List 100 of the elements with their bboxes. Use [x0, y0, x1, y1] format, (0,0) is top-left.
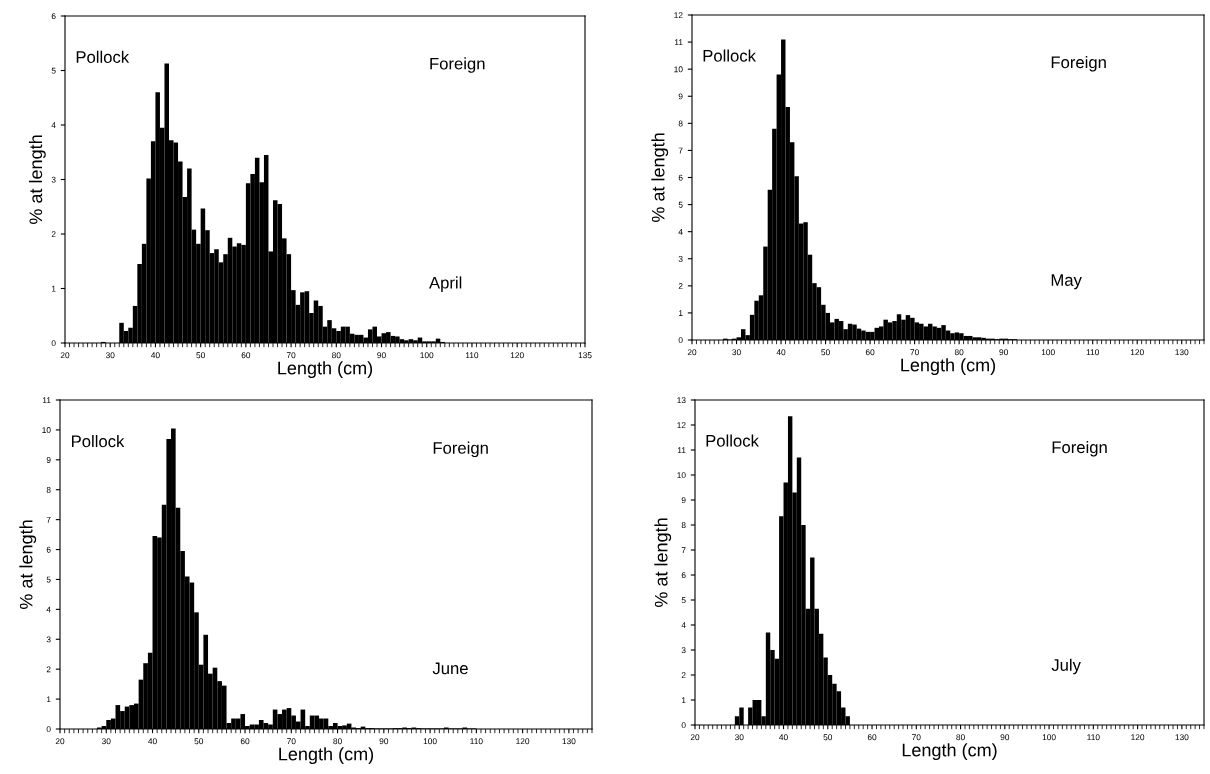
x-tick-label: 110 [465, 352, 479, 359]
y-tick-label: 1 [678, 310, 683, 316]
x-tick-label: 100 [1041, 349, 1055, 356]
y-tick-label: 7 [678, 147, 683, 154]
x-tick-label: 20 [687, 349, 697, 356]
annotation: Pollock [72, 435, 125, 448]
y-tick-label: 1 [51, 285, 56, 292]
annotation: June [432, 662, 468, 675]
x-tick-label: 70 [287, 738, 296, 745]
y-tick-label: 3 [678, 255, 683, 262]
x-tick-label: 130 [1175, 349, 1189, 356]
y-tick-label: 10 [42, 427, 51, 434]
y-tick-label: 4 [46, 606, 51, 613]
y-axis-title: % at length [654, 518, 672, 608]
x-tick-label: 80 [332, 352, 341, 359]
y-tick-label: 4 [681, 622, 686, 629]
y-tick-label: 9 [678, 93, 683, 100]
y-tick-label: 2 [681, 672, 686, 679]
x-tick-label: 130 [1175, 734, 1189, 741]
x-tick-label: 70 [910, 349, 919, 356]
x-tick-label: 60 [240, 738, 250, 745]
x-tick-label: 30 [101, 738, 111, 745]
x-tick-label: 90 [379, 738, 389, 745]
y-axis-title: % at length [19, 520, 37, 610]
x-tick-label: 50 [823, 734, 833, 741]
x-tick-label: 120 [510, 352, 524, 359]
x-tick-label: 90 [999, 349, 1008, 356]
annotation: Foreign [433, 441, 488, 458]
x-tick-label: 30 [734, 734, 744, 741]
x-tick-label: 110 [1087, 734, 1100, 741]
x-tick-label: 80 [954, 349, 964, 356]
x-tick-label: 120 [1130, 349, 1144, 356]
annotation: Pollock [703, 49, 756, 62]
x-tick-label: 120 [516, 738, 530, 745]
x-axis-title: Length (cm) [278, 361, 373, 379]
x-tick-label: 70 [912, 734, 921, 741]
y-tick-label: 13 [677, 397, 686, 404]
x-tick-label: 30 [105, 352, 115, 359]
x-tick-label: 70 [286, 352, 296, 359]
y-tick-label: 11 [674, 39, 683, 46]
x-tick-label: 30 [732, 349, 741, 356]
y-tick-label: 2 [46, 666, 51, 673]
x-tick-label: 40 [148, 738, 157, 745]
annotation: May [1051, 274, 1082, 290]
x-tick-label: 80 [333, 738, 342, 745]
y-tick-label: 5 [678, 201, 683, 208]
y-axis-title: % at length [28, 135, 46, 225]
x-tick-label: 60 [865, 349, 875, 356]
annotation: April [429, 276, 462, 292]
y-tick-label: 3 [681, 647, 686, 654]
x-tick-label: 130 [562, 738, 576, 745]
y-tick-label: 6 [46, 546, 51, 553]
x-tick-label: 20 [60, 352, 70, 359]
y-tick-label: 2 [678, 283, 683, 289]
annotation: Foreign [430, 57, 485, 73]
x-tick-label: 120 [1131, 734, 1145, 741]
y-tick-label: 3 [46, 636, 51, 643]
x-tick-label: 100 [1042, 734, 1056, 741]
x-axis-title: Length (cm) [902, 743, 997, 761]
x-tick-label: 50 [821, 349, 830, 356]
y-tick-label: 11 [42, 397, 51, 404]
y-tick-label: 7 [46, 516, 51, 523]
x-tick-label: 20 [55, 738, 65, 745]
y-tick-label: 9 [681, 497, 686, 504]
x-tick-label: 40 [776, 349, 786, 356]
x-tick-label: 100 [420, 352, 434, 359]
y-tick-label: 5 [51, 67, 56, 74]
y-tick-label: 3 [51, 176, 56, 183]
y-tick-label: 0 [51, 340, 56, 347]
y-tick-label: 12 [674, 12, 683, 19]
y-tick-label: 5 [46, 576, 51, 583]
y-tick-label: 8 [678, 120, 683, 127]
y-tick-label: 1 [46, 696, 51, 703]
annotation: Foreign [1051, 55, 1106, 72]
x-tick-label: 100 [423, 738, 437, 745]
y-tick-label: 0 [681, 722, 686, 729]
x-tick-label: 110 [470, 738, 483, 745]
annotation: July [1051, 658, 1081, 675]
x-tick-label: 135 [578, 352, 592, 359]
x-tick-label: 60 [241, 352, 251, 359]
annotation: Pollock [76, 50, 130, 63]
y-tick-label: 4 [51, 122, 56, 129]
x-tick-label: 90 [377, 352, 386, 359]
y-axis-title: % at length [651, 133, 669, 223]
annotation: Foreign [1052, 440, 1107, 457]
y-tick-label: 12 [677, 422, 686, 429]
x-axis-title: Length (cm) [901, 358, 996, 376]
x-tick-label: 50 [194, 738, 204, 745]
y-tick-label: 6 [678, 174, 683, 181]
x-tick-label: 40 [150, 352, 160, 359]
y-tick-label: 11 [677, 447, 686, 454]
x-tick-label: 20 [690, 734, 700, 741]
x-tick-label: 50 [196, 352, 205, 359]
y-tick-label: 2 [51, 231, 56, 238]
y-tick-label: 5 [681, 597, 686, 604]
y-tick-label: 6 [51, 13, 56, 20]
y-tick-label: 0 [46, 726, 51, 733]
y-tick-label: 6 [681, 572, 686, 579]
x-axis-title: Length (cm) [279, 747, 374, 765]
x-tick-label: 90 [1000, 734, 1010, 741]
